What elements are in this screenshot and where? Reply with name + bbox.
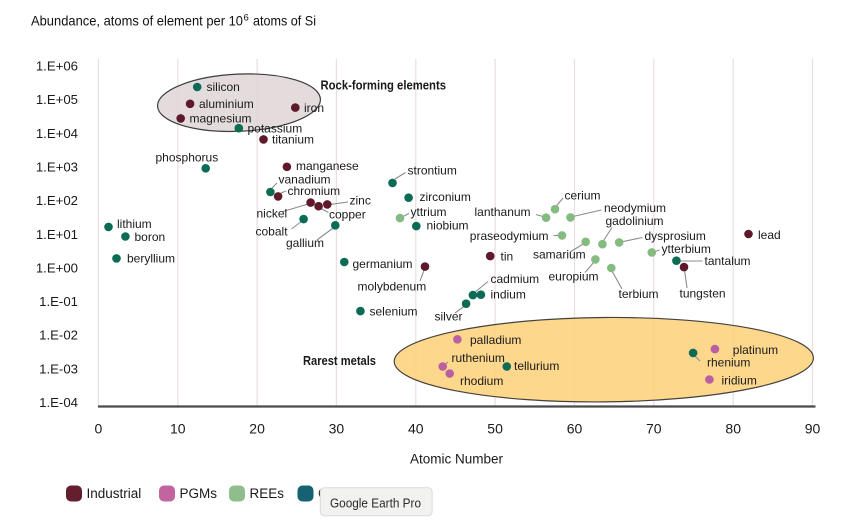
svg-text:gadolinium: gadolinium: [606, 214, 664, 228]
svg-text:atoms of Si: atoms of Si: [253, 14, 316, 29]
svg-text:copper: copper: [329, 208, 366, 222]
svg-text:tin: tin: [501, 249, 514, 263]
svg-text:1.E+05: 1.E+05: [36, 92, 78, 107]
svg-text:niobium: niobium: [427, 218, 469, 232]
svg-text:gallium: gallium: [286, 236, 324, 250]
svg-text:1.E+04: 1.E+04: [36, 126, 78, 141]
svg-text:1.E-02: 1.E-02: [39, 328, 78, 343]
svg-text:titanium: titanium: [272, 133, 314, 147]
svg-text:chromium: chromium: [288, 184, 341, 198]
svg-text:Atomic Number: Atomic Number: [410, 452, 504, 467]
svg-text:1.E-03: 1.E-03: [39, 361, 78, 376]
svg-text:Rarest metals: Rarest metals: [303, 353, 376, 368]
svg-text:selenium: selenium: [370, 305, 418, 319]
svg-text:terbium: terbium: [619, 287, 659, 301]
svg-text:PGMs: PGMs: [180, 486, 218, 501]
svg-text:lithium: lithium: [117, 217, 152, 231]
svg-text:1.E+03: 1.E+03: [36, 160, 78, 175]
svg-text:1.E+00: 1.E+00: [36, 260, 78, 275]
svg-text:tantalum: tantalum: [705, 254, 751, 268]
svg-text:1.E+01: 1.E+01: [36, 227, 78, 242]
svg-text:platinum: platinum: [733, 343, 778, 357]
svg-text:1.E-04: 1.E-04: [39, 395, 78, 410]
svg-text:boron: boron: [135, 230, 166, 244]
svg-text:strontium: strontium: [408, 164, 457, 178]
svg-text:praseodymium: praseodymium: [470, 229, 549, 243]
svg-text:30: 30: [329, 421, 345, 437]
svg-text:molybdenum: molybdenum: [358, 280, 427, 294]
svg-text:0: 0: [95, 421, 103, 437]
svg-text:Rock-forming elements: Rock-forming elements: [321, 78, 447, 93]
svg-text:REEs: REEs: [250, 486, 285, 501]
svg-text:1.E+02: 1.E+02: [36, 193, 78, 208]
svg-text:ruthenium: ruthenium: [452, 351, 505, 365]
svg-text:dysprosium: dysprosium: [645, 229, 706, 243]
svg-text:lead: lead: [758, 228, 781, 242]
svg-text:10: 10: [170, 421, 186, 437]
svg-text:silicon: silicon: [207, 80, 240, 94]
svg-text:Google Earth Pro: Google Earth Pro: [330, 496, 421, 510]
svg-text:zirconium: zirconium: [420, 190, 471, 204]
svg-text:Industrial: Industrial: [87, 486, 142, 501]
svg-text:rhodium: rhodium: [460, 374, 503, 388]
svg-text:cobalt: cobalt: [256, 225, 289, 239]
svg-text:1.E+06: 1.E+06: [36, 59, 78, 74]
svg-text:20: 20: [249, 421, 265, 437]
svg-text:Abundance, atoms of element pe: Abundance, atoms of element per 10: [31, 14, 243, 29]
svg-text:silver: silver: [435, 309, 463, 323]
svg-text:tungsten: tungsten: [680, 287, 726, 301]
svg-text:indium: indium: [491, 288, 526, 302]
svg-text:beryllium: beryllium: [127, 252, 175, 266]
svg-text:yttrium: yttrium: [411, 205, 447, 219]
svg-text:nickel: nickel: [257, 207, 288, 221]
svg-text:rhenium: rhenium: [707, 356, 750, 370]
svg-text:phosphorus: phosphorus: [156, 151, 219, 165]
svg-text:80: 80: [725, 421, 741, 437]
svg-text:cerium: cerium: [565, 189, 601, 203]
svg-text:zinc: zinc: [350, 194, 371, 208]
svg-text:50: 50: [487, 421, 503, 437]
svg-text:magnesium: magnesium: [190, 112, 252, 126]
svg-text:1.E-01: 1.E-01: [39, 294, 78, 309]
svg-text:cadmium: cadmium: [491, 272, 540, 286]
svg-text:iron: iron: [304, 101, 324, 115]
svg-text:60: 60: [567, 421, 583, 437]
svg-text:iridium: iridium: [722, 373, 757, 387]
svg-text:neodymium: neodymium: [604, 201, 666, 215]
svg-text:6: 6: [244, 13, 249, 24]
svg-text:ytterbium: ytterbium: [662, 242, 711, 256]
svg-text:palladium: palladium: [470, 333, 521, 347]
svg-text:europium: europium: [549, 270, 599, 284]
svg-text:lanthanum: lanthanum: [475, 205, 531, 219]
svg-text:aluminium: aluminium: [199, 97, 254, 111]
svg-text:manganese: manganese: [296, 159, 359, 173]
svg-text:samarium: samarium: [533, 248, 586, 262]
svg-text:70: 70: [646, 421, 662, 437]
svg-text:40: 40: [408, 421, 424, 437]
svg-text:90: 90: [805, 421, 821, 437]
svg-text:germanium: germanium: [353, 257, 413, 271]
svg-text:tellurium: tellurium: [514, 359, 559, 373]
